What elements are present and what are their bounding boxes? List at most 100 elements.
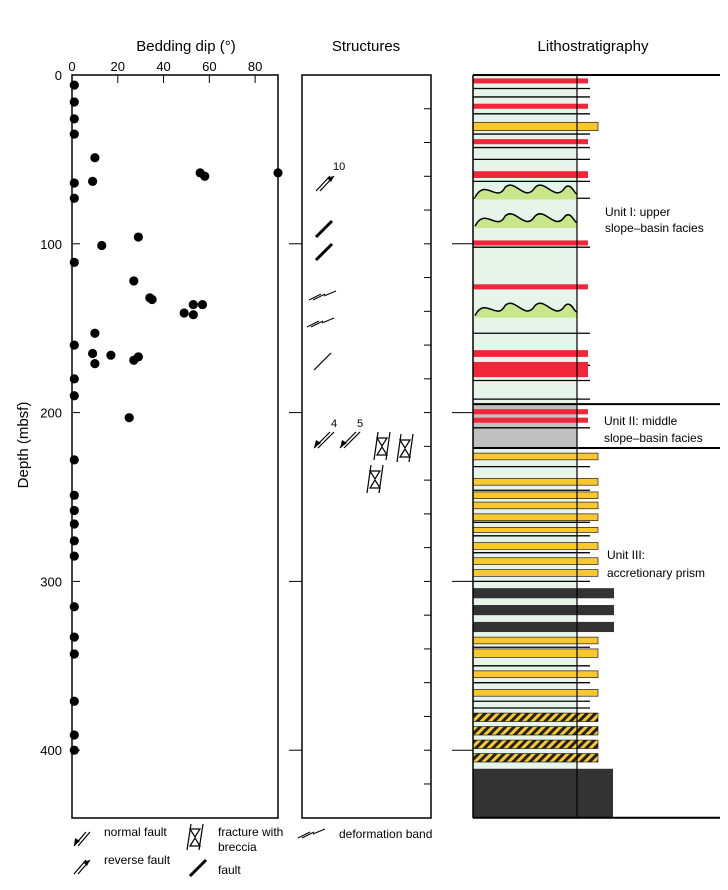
bed-red [473, 409, 588, 415]
bed-red [473, 361, 588, 378]
dip-panel-title: Bedding dip (°) [136, 38, 235, 55]
dip-point [69, 129, 79, 139]
bed-yellow [472, 491, 599, 499]
bed-yellow [472, 121, 599, 132]
dip-axis-ticks: 0 100 200 300 400 0 20 40 60 80 [40, 59, 262, 758]
legend-fracture-label-line2: breccia [218, 840, 257, 854]
dip-point [69, 178, 79, 188]
dip-point [200, 171, 210, 181]
dip-point [124, 413, 134, 423]
dip-point [69, 80, 79, 90]
dip-point [188, 299, 198, 310]
bed-yellow [472, 636, 599, 645]
depth-tick-label: 0 [55, 68, 62, 83]
bed-red [473, 103, 588, 109]
dip-point [69, 519, 79, 529]
normal-fault-symbol [313, 431, 335, 449]
dip-point [129, 276, 139, 286]
dip-point [69, 730, 79, 740]
structures-symbols: 10 4 5 [306, 161, 414, 494]
legend-fracture-breccia-icon [186, 823, 204, 851]
unit2-label-line2: slope–basin facies [604, 431, 703, 445]
dip-point [88, 348, 98, 359]
bed-yellow [472, 542, 599, 550]
deformation-band-symbol [308, 290, 337, 301]
unit3-label-line2: accretionary prism [607, 566, 705, 580]
bed-yellow [472, 557, 599, 565]
legend-fault-label: fault [218, 863, 241, 877]
dip-tick-label: 40 [156, 59, 170, 74]
normal-fault-symbol [339, 431, 361, 449]
depth-axis-label: Depth (mbsf) [15, 402, 32, 489]
bed-dark [473, 588, 614, 599]
dip-point [69, 340, 79, 350]
depth-tick-label: 400 [40, 743, 62, 758]
reverse-fault-symbol [315, 175, 335, 192]
dip-point [90, 359, 100, 369]
depth-tick-label: 200 [40, 406, 62, 421]
bed-red [473, 240, 588, 246]
dip-point [129, 355, 139, 365]
legend-deformation-band-icon [297, 828, 326, 839]
bed-dark [473, 621, 614, 633]
bed-red [473, 139, 588, 145]
structures-ticks [289, 108, 473, 785]
legend: normal fault reverse fault fracture with… [73, 823, 432, 878]
dip-point [90, 153, 100, 163]
dip-point [69, 391, 79, 401]
legend-reverse-fault-icon [73, 859, 91, 875]
bed-red [473, 171, 588, 178]
litho-panel-title: Lithostratigraphy [538, 38, 649, 55]
dip-plot-frame [71, 74, 279, 819]
slump-fill [475, 213, 577, 229]
depth-tick-label: 100 [40, 237, 62, 252]
legend-normal-fault-icon [73, 831, 91, 847]
legend-normal-fault-label: normal fault [104, 825, 167, 839]
bed-yellow [472, 513, 599, 521]
slump-fill [475, 185, 577, 200]
dip-point [69, 455, 79, 465]
dip-points [69, 80, 283, 755]
dip-point [188, 310, 198, 320]
dip-point [69, 602, 79, 612]
dip-point [273, 168, 283, 178]
dip-point [106, 350, 116, 360]
dip-point [88, 176, 98, 186]
structures-panel-title: Structures [332, 38, 400, 55]
legend-fracture-label-line1: fracture with [218, 825, 283, 839]
angle-label-10: 10 [333, 161, 345, 173]
dip-tick-label: 0 [68, 59, 75, 74]
bed-yellow [472, 501, 599, 510]
dip-point [69, 649, 79, 659]
slump-symbol [474, 184, 578, 198]
legend-reverse-fault-label: reverse fault [104, 853, 171, 867]
dip-point [147, 294, 157, 305]
bed-yellow [472, 478, 599, 486]
fracture-breccia-symbol [396, 433, 414, 463]
bed-hatched [472, 712, 599, 722]
fault-symbol [314, 242, 334, 262]
dip-point [69, 632, 79, 642]
dip-tick-label: 80 [248, 59, 262, 74]
dip-point [69, 374, 79, 384]
dip-point [90, 328, 100, 338]
unit1-label-line1: Unit I: upper [605, 205, 670, 219]
dip-point [69, 551, 79, 561]
dip-point [69, 257, 79, 267]
fracture-breccia-symbol [366, 464, 384, 494]
depth-tick-label: 300 [40, 574, 62, 589]
bed-yellow [472, 527, 599, 533]
dip-tick-label: 60 [202, 59, 216, 74]
unit2-label-line1: Unit II: middle [604, 414, 678, 428]
unit1-label-line2: slope–basin facies [605, 221, 704, 235]
bed-hatched [472, 739, 599, 749]
dip-point [69, 696, 79, 706]
slump-symbol [474, 302, 578, 316]
dip-point [69, 490, 79, 500]
bed-red [473, 78, 588, 84]
fault-symbol [313, 352, 332, 371]
dip-point [69, 114, 79, 124]
bed-yellow [472, 648, 599, 658]
bed-yellow [472, 452, 599, 461]
